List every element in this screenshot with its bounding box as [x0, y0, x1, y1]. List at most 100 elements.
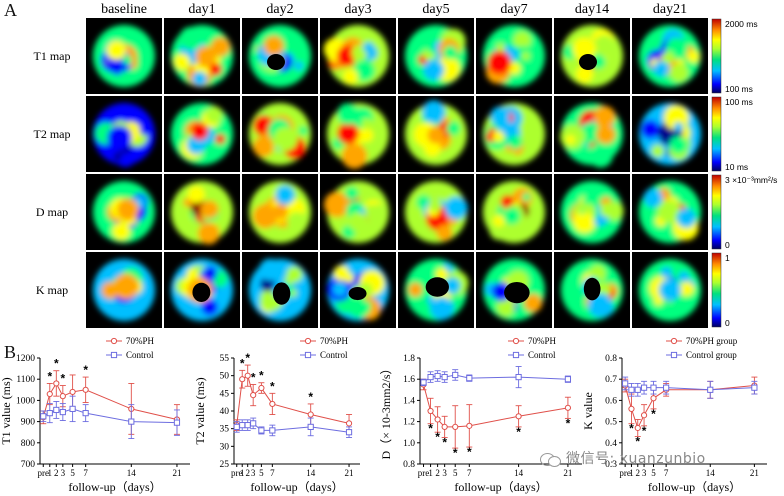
map-texture-spot [106, 40, 127, 61]
data-point [82, 386, 89, 393]
map-texture-spot [436, 224, 453, 241]
legend-label: Control [320, 350, 348, 360]
x-tick-label: 14 [306, 468, 316, 478]
legend-label: 70%PH [126, 336, 155, 346]
map-texture-spot [422, 100, 446, 124]
map-texture-spot [273, 126, 298, 152]
data-point [441, 423, 448, 430]
wechat-icon [540, 451, 562, 467]
x-tick-label: 14 [706, 468, 716, 478]
data-point [564, 404, 572, 411]
x-tick-label: 21 [563, 468, 572, 478]
colorbar [711, 174, 722, 250]
x-tick-label: 5 [259, 468, 264, 478]
map-texture-spot [252, 136, 274, 158]
y-tick-label: 700 [21, 460, 36, 470]
map-texture-spot [596, 124, 616, 145]
map-texture-spot [651, 144, 664, 158]
data-point [434, 416, 441, 423]
legend-marker [512, 351, 520, 359]
data-point [420, 379, 427, 386]
data-point [707, 386, 714, 393]
data-point [345, 420, 353, 427]
map-texture-spot [443, 45, 458, 60]
map-cell [632, 252, 708, 328]
x-tick-label: 5 [651, 468, 656, 478]
column-label-day5: day5 [422, 2, 449, 17]
significance-marker: * [308, 390, 313, 404]
map-texture-spot [658, 278, 682, 302]
row-label: T1 map [34, 49, 71, 63]
x-tick-label: 2 [245, 468, 250, 478]
map-texture-spot [197, 222, 220, 245]
data-point [59, 408, 66, 416]
y-tick-label: 1100 [16, 375, 35, 385]
x-axis-label: follow-up（days） [648, 480, 741, 494]
map-texture-spot [122, 55, 133, 65]
series-line [423, 384, 568, 428]
map-cell [554, 252, 630, 328]
map-texture-spot [332, 282, 347, 297]
map-texture-spot [129, 70, 142, 83]
data-point [239, 376, 246, 383]
y-tick-label: 0.5 [605, 418, 617, 428]
map-texture-spot [588, 143, 613, 168]
colorbar-bottom-label: 0 [725, 318, 730, 328]
map-blob-group [249, 103, 311, 165]
significance-marker: * [651, 407, 656, 421]
dark-region [425, 277, 449, 297]
map-texture-spot [344, 186, 359, 201]
map-texture-spot [669, 63, 689, 83]
map-texture-spot [263, 35, 284, 56]
colorbar [711, 18, 722, 94]
data-point [640, 384, 648, 391]
colorbar-top-label: 100 ms [725, 97, 753, 107]
data-point [307, 423, 314, 430]
dark-region [267, 54, 285, 70]
x-tick-label: 1 [240, 468, 245, 478]
data-point [452, 423, 459, 430]
map-texture-spot [337, 103, 359, 125]
map-cell [320, 252, 396, 328]
map-blob-group [93, 25, 155, 87]
row-label: K map [36, 283, 68, 297]
dark-region [504, 281, 530, 304]
x-tick-label: 21 [345, 468, 354, 478]
legend-marker [110, 337, 118, 345]
colorbar-bottom-label: 10 ms [725, 162, 748, 172]
map-blob-group [405, 25, 467, 87]
y-tick-label: 0.6 [605, 396, 617, 406]
legend-label: 70%PH [320, 336, 349, 346]
y-tick-label: 0.8 [605, 354, 617, 364]
legend-label: Control group [686, 350, 737, 360]
legend-marker [304, 337, 312, 345]
map-texture-spot [353, 59, 376, 82]
map-blob-group [639, 259, 701, 321]
y-tick-label: 30 [220, 442, 230, 452]
map-texture-spot [215, 134, 226, 145]
column-label-day7: day7 [500, 2, 527, 17]
map-texture-spot [337, 122, 359, 145]
colorbar-bottom-label: 100 ms [725, 84, 753, 94]
map-texture-spot [589, 265, 606, 282]
row-label: T2 map [34, 127, 71, 141]
map-texture-spot [593, 35, 616, 57]
data-point [46, 390, 53, 398]
legend-marker [670, 351, 678, 359]
map-texture-spot [669, 136, 688, 155]
map-cell [554, 174, 630, 250]
x-axis-label: follow-up（days） [68, 480, 161, 494]
map-cell [320, 18, 396, 94]
data-point [628, 405, 635, 412]
map-texture-spot [275, 203, 284, 213]
x-tick-label: 7 [270, 468, 275, 478]
map-texture-spot [640, 120, 660, 139]
map-cell [242, 18, 318, 94]
map-texture-spot [107, 125, 132, 151]
data-point [239, 422, 246, 429]
map-cell [320, 96, 396, 172]
data-point [69, 388, 76, 396]
x-tick-label: 3 [251, 468, 256, 478]
